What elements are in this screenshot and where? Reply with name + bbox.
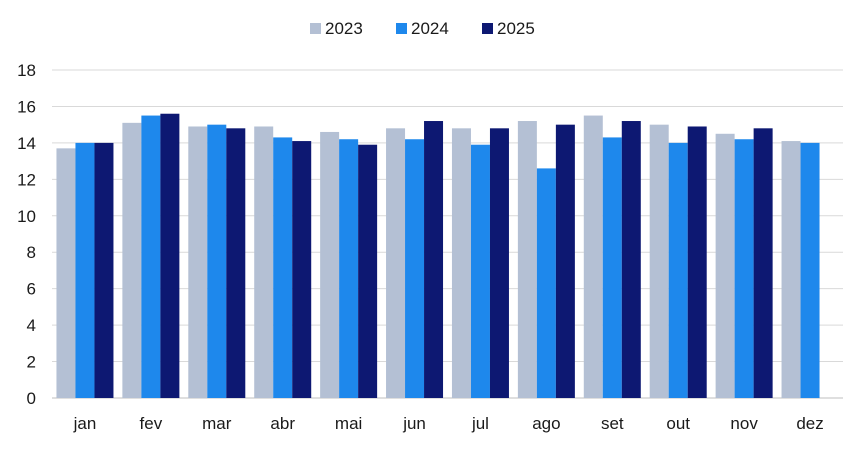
x-tick-label: dez bbox=[796, 414, 823, 433]
bar-2023-mai bbox=[320, 131, 340, 398]
bar-2025-jan bbox=[94, 142, 114, 398]
bar-2024-jan bbox=[75, 142, 95, 398]
legend-label: 2024 bbox=[411, 19, 449, 38]
y-tick-label: 0 bbox=[27, 389, 36, 408]
bar-2025-ago bbox=[555, 124, 575, 399]
bar-2023-dez bbox=[781, 141, 801, 399]
bar-2023-set bbox=[583, 115, 603, 399]
x-tick-label: abr bbox=[270, 414, 295, 433]
x-tick-label: jan bbox=[73, 414, 97, 433]
y-tick-label: 10 bbox=[17, 207, 36, 226]
bar-2025-fev bbox=[160, 113, 180, 398]
legend-swatch-2023 bbox=[310, 23, 321, 34]
bar-2024-ago bbox=[536, 168, 556, 398]
legend-label: 2023 bbox=[325, 19, 363, 38]
bar-2024-abr bbox=[273, 137, 293, 398]
y-tick-label: 8 bbox=[27, 243, 36, 262]
bar-2024-jun bbox=[405, 139, 425, 398]
bar-2023-abr bbox=[254, 126, 274, 398]
bar-2024-jul bbox=[470, 144, 490, 398]
bar-2024-nov bbox=[734, 139, 754, 398]
x-tick-label: mai bbox=[335, 414, 362, 433]
bar-2023-ago bbox=[517, 121, 537, 399]
bar-2025-mar bbox=[226, 128, 246, 399]
bar-2024-out bbox=[668, 142, 688, 398]
y-tick-label: 12 bbox=[17, 170, 36, 189]
axes: 0 2 4 6 8 10 12 14 16 18 jan fev mar abr mai jun jul ago s… bbox=[17, 61, 824, 433]
gridlines bbox=[52, 69, 843, 399]
bar-2023-jun bbox=[386, 128, 406, 399]
bar-2023-jul bbox=[451, 128, 471, 399]
x-tick-label: mar bbox=[202, 414, 232, 433]
x-tick-label: set bbox=[601, 414, 624, 433]
bar-2025-jun bbox=[424, 121, 444, 399]
x-tick-label: out bbox=[666, 414, 690, 433]
bar-2025-set bbox=[621, 121, 641, 399]
x-tick-label: nov bbox=[730, 414, 758, 433]
y-tick-label: 6 bbox=[27, 280, 36, 299]
bar-2023-jan bbox=[56, 148, 76, 398]
bar-2025-mai bbox=[358, 144, 378, 398]
y-tick-label: 4 bbox=[27, 316, 36, 335]
x-tick-label: jul bbox=[471, 414, 489, 433]
bar-2024-mar bbox=[207, 124, 227, 399]
bar-2023-mar bbox=[188, 126, 208, 398]
bar-2023-fev bbox=[122, 122, 142, 398]
legend-swatch-2024 bbox=[396, 23, 407, 34]
legend-swatch-2025 bbox=[482, 23, 493, 34]
y-tick-label: 18 bbox=[17, 61, 36, 80]
bars bbox=[56, 113, 820, 399]
y-tick-label: 14 bbox=[17, 134, 36, 153]
bar-2025-out bbox=[687, 126, 707, 398]
bar-2024-dez bbox=[800, 142, 820, 398]
bar-2024-fev bbox=[141, 115, 161, 399]
legend: 2023 2024 2025 bbox=[310, 19, 535, 38]
x-tick-label: ago bbox=[532, 414, 560, 433]
bar-2023-out bbox=[649, 124, 669, 399]
bar-2025-jul bbox=[489, 128, 509, 399]
y-tick-label: 2 bbox=[27, 353, 36, 372]
bar-2025-nov bbox=[753, 128, 773, 399]
x-tick-label: jun bbox=[402, 414, 426, 433]
bar-2024-mai bbox=[339, 139, 359, 398]
bar-2024-set bbox=[602, 137, 622, 398]
legend-label: 2025 bbox=[497, 19, 535, 38]
y-tick-label: 16 bbox=[17, 97, 36, 116]
bar-2025-abr bbox=[292, 141, 312, 399]
bar-2023-nov bbox=[715, 133, 735, 398]
x-tick-label: fev bbox=[140, 414, 163, 433]
